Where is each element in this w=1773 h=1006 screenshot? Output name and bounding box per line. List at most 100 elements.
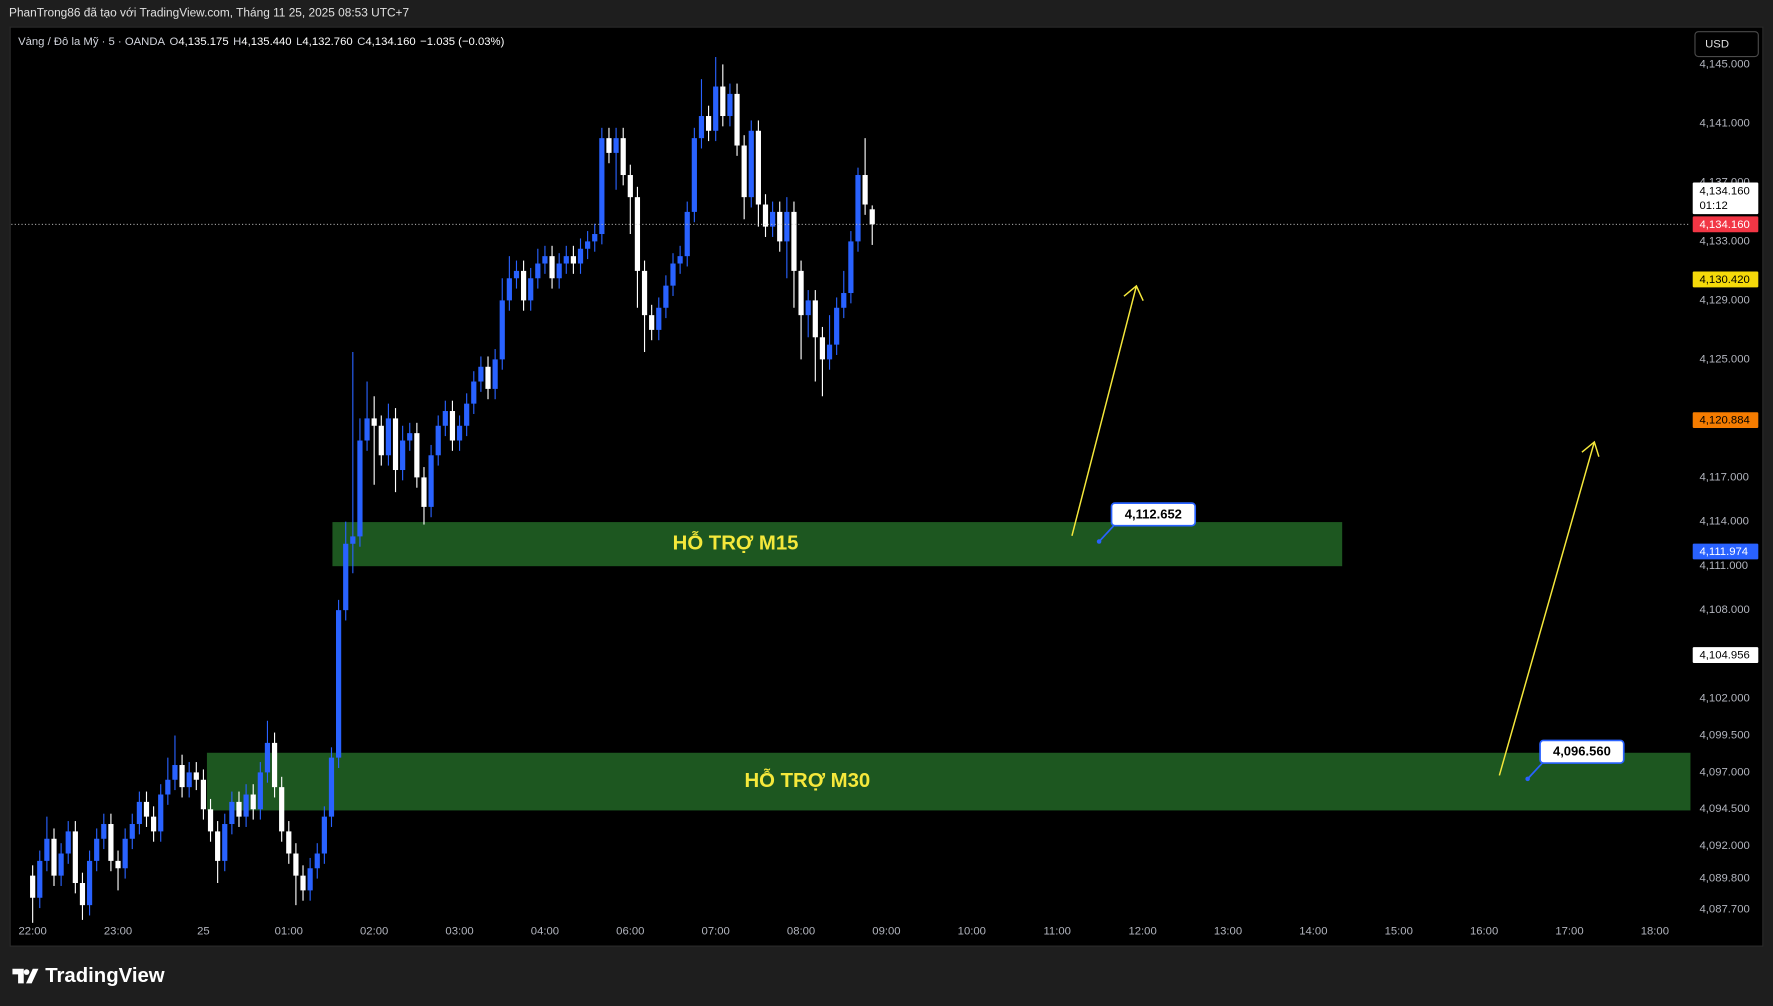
candle-body xyxy=(193,772,199,780)
price-label-box xyxy=(1692,412,1759,429)
candle-body xyxy=(862,175,868,205)
header-text: PhanTrong86 đã tạo với TradingView.com, … xyxy=(9,6,409,20)
candle-body xyxy=(307,868,313,891)
candle-body xyxy=(378,425,384,456)
arrow-head xyxy=(1123,284,1144,301)
candle-body xyxy=(314,853,320,869)
candle-body xyxy=(357,440,363,537)
candle-body xyxy=(37,860,43,898)
candle-body xyxy=(798,270,804,316)
candle-body xyxy=(186,772,192,788)
callout-pointer xyxy=(1098,525,1115,543)
y-tick-label: 4,094.500 xyxy=(1700,803,1750,815)
callout-box xyxy=(1110,502,1197,527)
candle-body xyxy=(499,300,505,360)
callout-dot xyxy=(1525,776,1530,782)
candle-body xyxy=(449,411,456,441)
logo-mark xyxy=(12,968,39,984)
x-tick-label: 14:00 xyxy=(1299,925,1327,937)
candle-body xyxy=(236,801,242,817)
candle-body xyxy=(727,93,733,117)
x-tick-label: 04:00 xyxy=(531,925,559,937)
y-tick-label: 4,099.500 xyxy=(1700,729,1750,741)
x-tick-label: 03:00 xyxy=(445,925,473,937)
candle-body xyxy=(335,610,342,758)
x-tick-label: 10:00 xyxy=(958,925,986,937)
currency-label[interactable]: USD xyxy=(1705,39,1729,51)
candle-body xyxy=(734,93,740,146)
candle-body xyxy=(627,175,633,198)
candle-body xyxy=(264,742,271,773)
candle-body xyxy=(542,256,548,264)
candle-body xyxy=(215,831,221,861)
candle-body xyxy=(257,772,263,810)
candle-body xyxy=(364,418,370,441)
x-tick-label: 23:00 xyxy=(104,925,132,937)
candle-body xyxy=(577,248,584,264)
candle-body xyxy=(207,809,214,832)
legend-value: 4,135.440 xyxy=(241,36,291,48)
candle-body xyxy=(293,853,299,876)
y-tick-label: 4,137.000 xyxy=(1700,176,1750,188)
candle-body xyxy=(506,278,512,301)
price-label: 4,111.974 xyxy=(1700,546,1749,558)
price-label: 4,130.420 xyxy=(1700,274,1750,286)
candle-body xyxy=(30,875,36,898)
candle-body xyxy=(151,816,157,832)
candle-body xyxy=(698,116,705,139)
candle-body xyxy=(143,801,150,817)
legend-key: C xyxy=(357,36,365,48)
candle-body xyxy=(179,765,185,788)
arrow xyxy=(1498,441,1596,776)
y-tick-label: 4,114.000 xyxy=(1700,516,1749,528)
candle-body xyxy=(385,418,392,456)
candle-body xyxy=(392,418,399,471)
candle-body xyxy=(115,860,121,869)
candle-body xyxy=(641,270,648,316)
candle-body xyxy=(414,433,420,478)
candle-body xyxy=(464,403,470,426)
candle-body xyxy=(229,801,235,825)
candle-body xyxy=(812,300,818,338)
x-tick-label: 25 xyxy=(197,925,210,937)
candle-body xyxy=(407,433,413,441)
x-tick-label: 08:00 xyxy=(787,925,815,937)
y-tick-label: 4,092.000 xyxy=(1700,840,1750,852)
candle-body xyxy=(471,381,477,404)
x-tick-label: 18:00 xyxy=(1641,925,1669,937)
candle-body xyxy=(428,455,434,507)
brand-name: TradingView xyxy=(45,965,165,987)
candle-body xyxy=(58,853,64,876)
legend-value: 4,134.160 xyxy=(365,36,415,48)
candle-body xyxy=(748,130,754,198)
currency-button[interactable] xyxy=(1694,31,1759,58)
candle-body xyxy=(649,315,655,330)
arrow-head xyxy=(1581,440,1600,457)
candle-body xyxy=(606,138,612,153)
candle-body xyxy=(592,234,598,242)
legend-value: 4,132.760 xyxy=(302,36,352,48)
candle-body xyxy=(848,241,854,294)
candle-body xyxy=(101,824,107,839)
y-tick-label: 4,108.000 xyxy=(1700,604,1750,616)
y-tick-label: 4,111.000 xyxy=(1700,560,1749,572)
x-tick-label: 13:00 xyxy=(1214,925,1242,937)
y-tick-label: 4,133.000 xyxy=(1700,235,1750,247)
support-zone xyxy=(206,752,1691,811)
candle-body xyxy=(670,263,676,286)
candle-body xyxy=(442,411,448,426)
candle-body xyxy=(51,838,57,876)
candle-body xyxy=(720,86,726,117)
candle-body xyxy=(271,742,278,788)
candle-body xyxy=(286,831,292,854)
candle-body xyxy=(691,138,697,212)
callout-dot xyxy=(1096,539,1102,544)
candle-body xyxy=(663,285,669,308)
y-tick-label: 4,097.000 xyxy=(1700,766,1750,778)
candle-body xyxy=(485,366,491,389)
x-tick-label: 12:00 xyxy=(1128,925,1156,937)
candle-body xyxy=(656,307,662,330)
candle-body xyxy=(755,130,761,205)
price-label-box xyxy=(1692,216,1759,233)
